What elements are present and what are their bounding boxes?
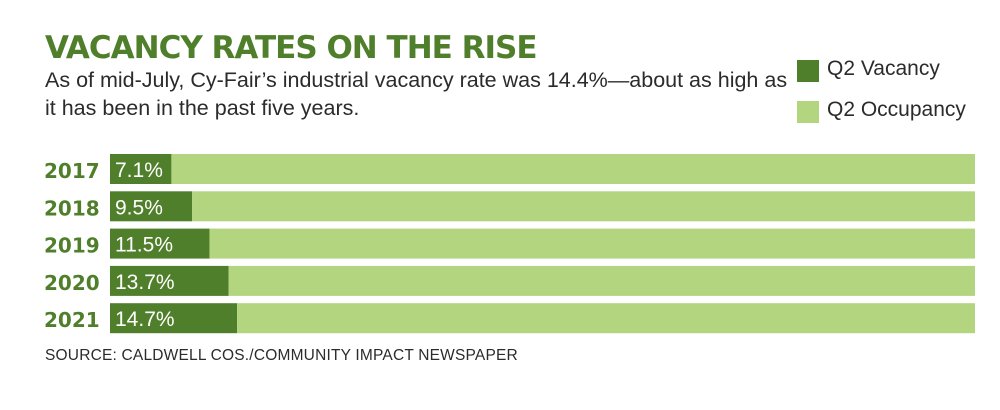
year-label-2017: 2017 <box>44 159 100 183</box>
bar-vacancy-2018 <box>110 191 193 222</box>
legend-swatch-vacancy <box>797 60 819 82</box>
year-label-2020: 2020 <box>44 271 100 295</box>
legend-swatch-occupancy <box>797 101 819 123</box>
year-label-2019: 2019 <box>44 234 100 258</box>
bar-vacancy-2017 <box>110 154 172 184</box>
chart-title: VACANCY RATES ON THE RISE <box>45 30 538 66</box>
bar-occupancy-2018 <box>192 191 976 222</box>
bar-occupancy-2017 <box>171 154 976 184</box>
year-label-2018: 2018 <box>44 196 100 220</box>
bar-vacancy-2019 <box>110 228 210 259</box>
legend-label-occupancy: Q2 Occupancy <box>827 98 966 121</box>
source-note: SOURCE: CALDWELL COS./COMMUNITY IMPACT N… <box>45 347 518 364</box>
bar-vacancy-2021 <box>110 303 238 334</box>
year-label-2021: 2021 <box>44 308 100 332</box>
bar-vacancy-2020 <box>110 265 229 296</box>
data-label-vacancy-2021: 14.7% <box>115 308 175 331</box>
legend-label-vacancy: Q2 Vacancy <box>827 57 940 80</box>
bar-occupancy-2019 <box>209 228 976 259</box>
bar-occupancy-2021 <box>237 303 975 334</box>
data-label-vacancy-2017: 7.1% <box>115 159 163 182</box>
bar-occupancy-2020 <box>228 265 975 296</box>
data-label-vacancy-2018: 9.5% <box>115 196 163 219</box>
data-label-vacancy-2019: 11.5% <box>115 234 173 257</box>
data-label-vacancy-2020: 13.7% <box>115 271 175 294</box>
chart-subtitle: As of mid-July, Cy-Fair’s industrial vac… <box>45 68 788 120</box>
